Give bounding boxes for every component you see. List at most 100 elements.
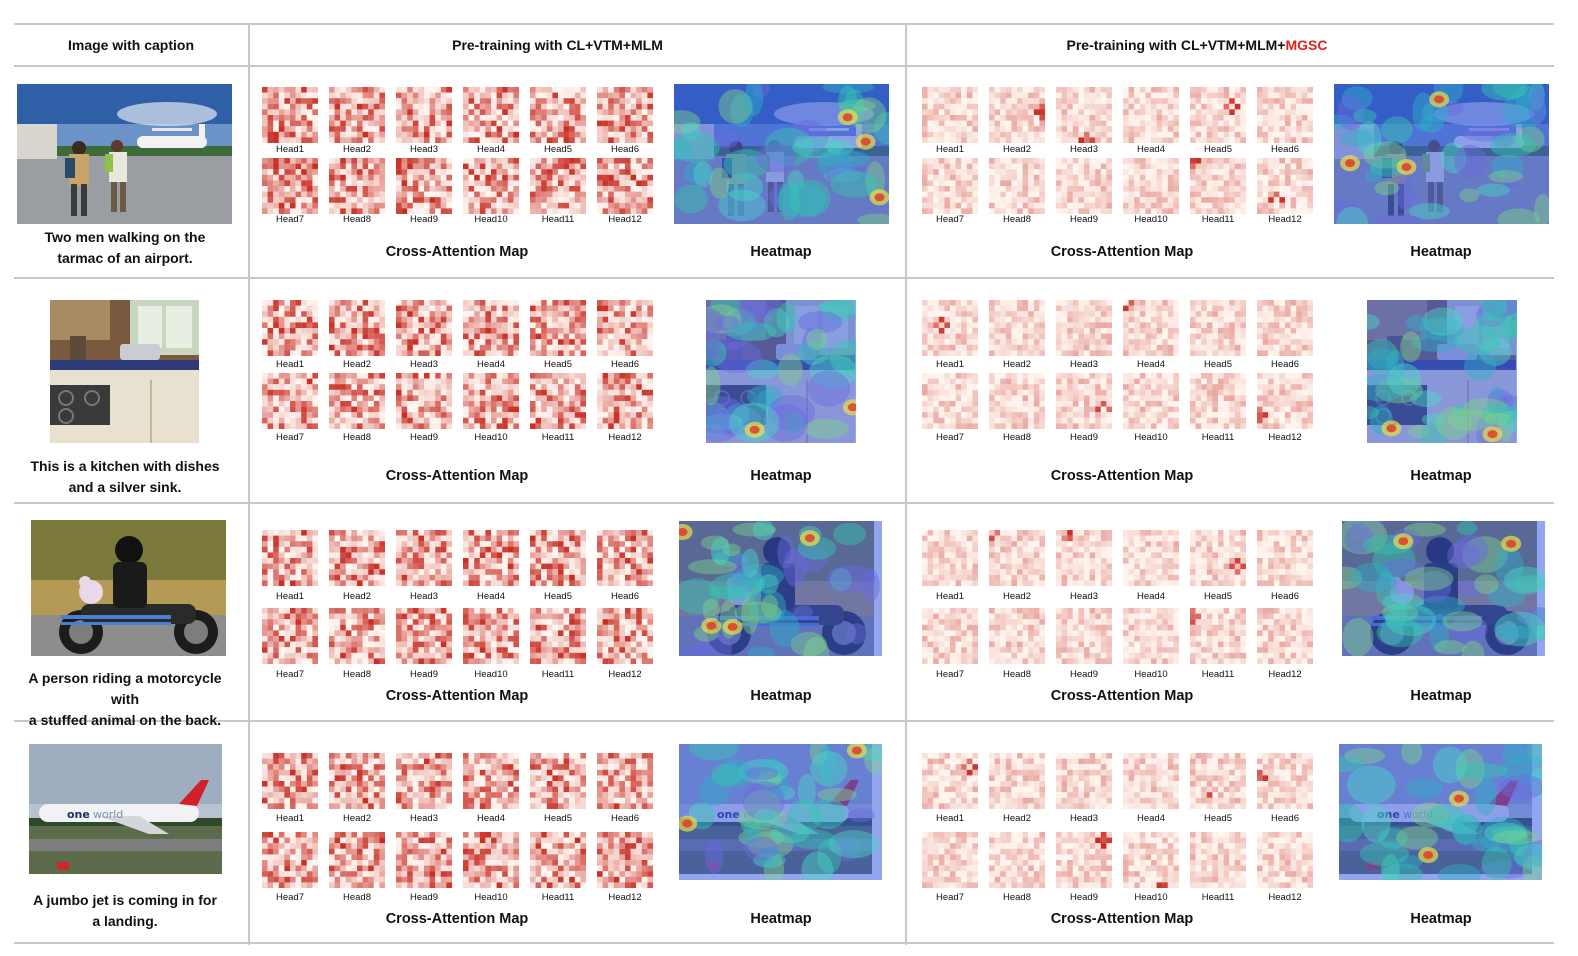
attention-cell bbox=[345, 316, 352, 323]
attention-cell bbox=[496, 316, 503, 323]
attention-cell bbox=[972, 197, 979, 203]
attention-cell bbox=[1268, 92, 1274, 99]
attention-cell bbox=[933, 158, 939, 164]
attention-cell bbox=[440, 208, 447, 215]
attention-cell bbox=[1078, 169, 1085, 175]
attention-cell bbox=[546, 423, 553, 430]
attention-cell bbox=[379, 174, 386, 181]
attention-cell bbox=[440, 180, 447, 187]
attention-cell bbox=[1285, 98, 1291, 104]
attention-cell bbox=[641, 208, 648, 215]
attention-cell bbox=[580, 311, 587, 317]
attention-cell bbox=[1273, 322, 1280, 329]
attention-cell bbox=[1262, 191, 1269, 198]
attention-cell bbox=[284, 103, 291, 110]
attention-cell bbox=[373, 316, 380, 323]
heatmap-blob bbox=[1481, 300, 1507, 321]
attention-cell bbox=[558, 350, 564, 357]
attention-cell bbox=[301, 180, 307, 187]
attention-cell bbox=[1072, 328, 1079, 334]
attention-cell bbox=[262, 328, 268, 334]
attention-cell bbox=[306, 131, 313, 138]
attention-cell bbox=[1273, 98, 1280, 104]
attention-cell bbox=[938, 191, 945, 198]
attention-cell bbox=[485, 401, 492, 407]
attention-cell bbox=[1033, 174, 1040, 181]
attention-cell bbox=[647, 98, 654, 104]
attention-cell bbox=[602, 87, 609, 93]
heatmap-blob bbox=[1521, 839, 1542, 867]
attention-cell bbox=[1285, 92, 1291, 99]
attention-cell bbox=[1056, 328, 1062, 334]
attention-cell bbox=[496, 120, 503, 127]
heatmap-blob bbox=[738, 827, 784, 848]
attention-cell bbox=[278, 158, 285, 164]
attention-cell bbox=[966, 311, 973, 317]
heatmap-blob bbox=[1450, 614, 1488, 644]
heatmap-blob bbox=[1420, 421, 1447, 443]
attention-cell bbox=[502, 126, 508, 132]
attention-cell bbox=[636, 305, 642, 312]
attention-cell bbox=[569, 311, 575, 317]
attention-cell bbox=[1173, 350, 1180, 357]
attention-cell bbox=[368, 395, 374, 402]
attention-cell bbox=[1262, 333, 1269, 340]
heatmap-mgsc-motorcycle bbox=[1342, 521, 1545, 656]
attention-cell bbox=[1134, 305, 1140, 312]
attention-cell bbox=[1005, 131, 1012, 138]
attention-cell bbox=[933, 389, 939, 396]
attention-cell bbox=[1078, 191, 1085, 198]
attention-cell bbox=[507, 103, 514, 110]
attention-cell bbox=[334, 115, 341, 121]
attention-cell bbox=[636, 98, 642, 104]
attention-cell bbox=[1212, 344, 1219, 351]
attention-cell bbox=[401, 333, 408, 340]
attention-cell bbox=[407, 202, 413, 209]
attention-cell bbox=[1290, 92, 1297, 99]
attention-cell bbox=[351, 92, 358, 99]
attention-cell bbox=[927, 322, 934, 329]
attention-cell bbox=[1290, 344, 1297, 351]
attention-cell bbox=[1005, 316, 1012, 323]
heatmap-blob bbox=[1351, 562, 1393, 593]
attention-cell bbox=[468, 180, 475, 187]
attention-cell bbox=[345, 126, 352, 132]
attention-cell bbox=[552, 180, 559, 187]
attention-cell bbox=[1279, 92, 1286, 99]
attention-cell bbox=[1061, 158, 1068, 164]
attention-cell bbox=[647, 169, 654, 175]
attention-cell bbox=[368, 322, 374, 329]
attention-cell bbox=[597, 389, 603, 396]
attention-cell bbox=[507, 126, 514, 132]
attention-cell bbox=[546, 137, 553, 144]
attention-cell bbox=[630, 98, 637, 104]
attention-cell bbox=[401, 98, 408, 104]
attention-cell bbox=[944, 202, 951, 209]
attention-cell bbox=[1145, 92, 1152, 99]
attention-cell bbox=[290, 197, 296, 203]
attention-cell bbox=[1139, 169, 1146, 175]
attention-cell bbox=[558, 339, 564, 345]
attention-cell bbox=[541, 300, 547, 306]
attention-cell bbox=[989, 311, 995, 317]
attention-cell bbox=[379, 131, 386, 138]
attention-cell bbox=[927, 412, 934, 418]
attention-cell bbox=[535, 378, 542, 385]
attention-cell bbox=[933, 126, 939, 132]
attention-cell bbox=[1151, 103, 1157, 110]
attention-cell bbox=[396, 395, 402, 402]
attention-cell bbox=[1106, 131, 1113, 138]
attention-cell bbox=[1240, 92, 1247, 99]
attention-cell bbox=[306, 417, 313, 424]
heatmap-blob bbox=[1488, 386, 1507, 417]
attention-cell bbox=[429, 191, 436, 198]
attention-cell bbox=[961, 120, 967, 127]
attention-cell bbox=[468, 378, 475, 385]
attention-cell bbox=[938, 197, 945, 203]
attention-cell bbox=[1162, 202, 1168, 209]
attention-cell bbox=[1078, 137, 1085, 144]
attention-cell bbox=[474, 120, 480, 127]
attention-cell bbox=[1240, 202, 1247, 209]
attention-cell bbox=[1273, 109, 1280, 116]
attention-cell bbox=[1201, 126, 1207, 132]
